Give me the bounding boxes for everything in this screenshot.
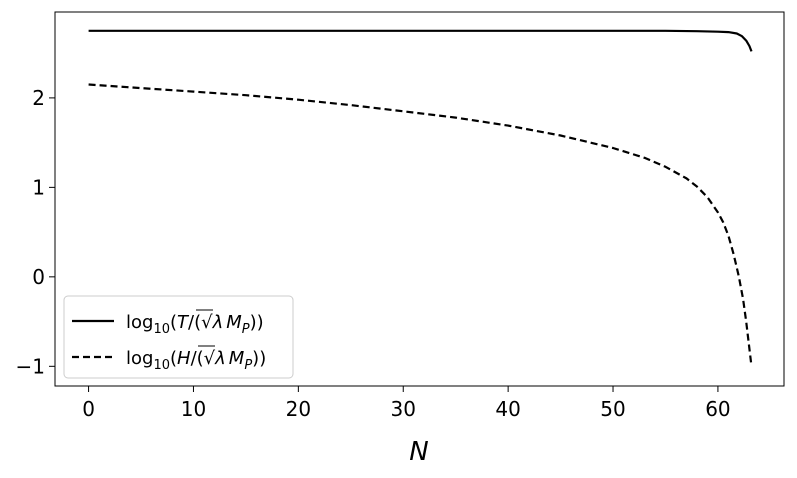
legend-box	[63, 295, 294, 379]
x-tick-label: 40	[495, 397, 520, 421]
x-tick-label: 10	[181, 397, 206, 421]
series-line-T	[88, 29, 753, 52]
x-tick-label: 30	[391, 397, 416, 421]
y-tick-label: 2	[32, 86, 45, 110]
x-tick-label: 50	[600, 397, 625, 421]
y-tick-label: 0	[32, 265, 45, 289]
x-axis-label: N	[409, 437, 428, 467]
x-axis-ticks: 0 10 20 30 40 50 60	[82, 386, 731, 421]
y-tick-label: 1	[32, 175, 45, 199]
x-tick-label: 20	[286, 397, 311, 421]
series-line-H	[88, 83, 753, 367]
y-axis-ticks: −1 0 1 2	[16, 86, 55, 378]
legend-label-H: log10(H/(√λ MP))	[126, 348, 266, 373]
legend-label-T: log10(T/(√λ MP))	[126, 312, 264, 337]
x-tick-label: 60	[705, 397, 730, 421]
legend: log10(T/(√λ MP)) log10(H/(√λ MP))	[63, 295, 294, 379]
series-layer	[88, 29, 753, 367]
y-tick-label: −1	[16, 354, 45, 378]
x-tick-label: 0	[82, 397, 95, 421]
